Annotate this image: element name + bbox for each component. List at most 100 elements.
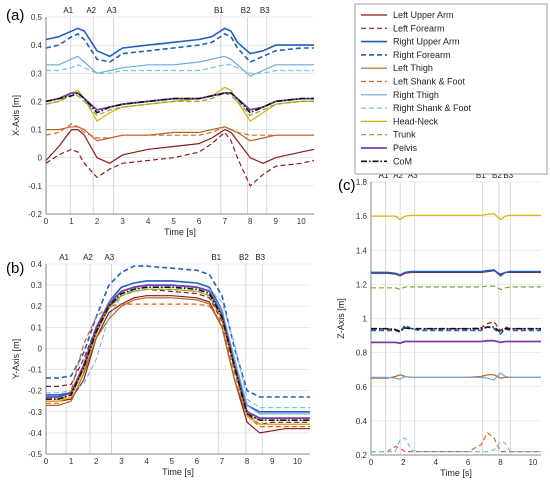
event-label: A3 <box>408 171 418 180</box>
event-label: A2 <box>83 253 93 262</box>
series-line-right-shank-foot <box>46 64 314 74</box>
y-tick-label: 1 <box>363 315 368 324</box>
legend-label: Right Thigh <box>393 90 439 100</box>
event-label: A3 <box>107 6 117 15</box>
series-line-pelvis <box>371 339 541 345</box>
y-tick-label: 1.4 <box>356 246 368 255</box>
series-line-trunk <box>371 285 541 291</box>
x-tick-label: 0 <box>44 217 49 226</box>
x-tick-label: 4 <box>144 457 149 466</box>
y-tick-label: 0.2 <box>31 97 43 106</box>
series-line-left-forearm <box>371 321 541 333</box>
legend-label: Right Upper Arm <box>393 37 460 47</box>
y-tick-label: 0.4 <box>31 41 43 50</box>
x-tick-label: 9 <box>270 457 275 466</box>
x-tick-label: 6 <box>466 458 471 467</box>
legend-label: Right Forearm <box>393 50 451 60</box>
y-tick-label: -0.2 <box>28 387 42 396</box>
legend-item: CoM <box>361 156 412 166</box>
event-label: B2 <box>239 253 249 262</box>
legend-label: Left Forearm <box>393 23 445 33</box>
series-line-com <box>371 326 541 333</box>
panel-label: (c) <box>338 177 356 194</box>
event-label: A2 <box>86 6 96 15</box>
event-label: B3 <box>255 253 265 262</box>
series-line-head-neck <box>45 86 314 122</box>
x-tick-label: 6 <box>197 217 202 226</box>
y-tick-label: -0.1 <box>28 366 42 375</box>
event-label: B3 <box>503 171 513 180</box>
series-line-right-forearm <box>46 265 310 398</box>
event-label: A3 <box>104 253 114 262</box>
y-tick-label: 0.4 <box>31 260 43 269</box>
x-tick-label: 1 <box>69 217 74 226</box>
series-line-pelvis <box>46 284 310 420</box>
x-tick-label: 3 <box>120 217 125 226</box>
y-axis-title: Y-Axis [m] <box>11 339 21 379</box>
y-axis-title: Z-Axis [m] <box>336 298 346 339</box>
x-tick-label: 7 <box>222 217 227 226</box>
series-line-com <box>46 286 310 422</box>
series-line-right-shank-foot <box>46 286 310 409</box>
x-tick-label: 2 <box>95 217 100 226</box>
series-line-right-upper-arm <box>45 27 314 58</box>
legend-item: Left Upper Arm <box>361 10 454 20</box>
legend-item: Pelvis <box>361 143 418 153</box>
event-label: A2 <box>393 171 403 180</box>
series-line-right-shank-foot <box>371 437 541 453</box>
series-line-right-thigh <box>46 55 314 77</box>
event-label: B3 <box>260 6 270 15</box>
legend-label: Left Shank & Foot <box>393 77 466 87</box>
series-line-left-shank-foot <box>46 303 310 428</box>
series-line-left-forearm <box>45 131 315 187</box>
event-label: B1 <box>211 253 221 262</box>
event-label: A1 <box>63 6 73 15</box>
x-tick-label: 8 <box>248 217 253 226</box>
y-tick-label: -0.1 <box>28 182 42 191</box>
panel-c: (c) A1 A2 A3 B1 B2 B3 0.2 0.4 0.6 0.8 1 1.2 1.4 1.6 1.8… <box>336 171 541 478</box>
y-tick-label: 0.2 <box>31 302 43 311</box>
x-tick-label: 5 <box>171 217 176 226</box>
event-label: A1 <box>59 253 69 262</box>
x-tick-label: 2 <box>94 457 99 466</box>
event-label: B2 <box>241 6 251 15</box>
x-axis-title: Time [s] <box>162 467 194 477</box>
y-tick-label: 1.8 <box>356 178 368 187</box>
y-tick-label: 0.1 <box>31 323 43 332</box>
x-tick-label: 8 <box>245 457 250 466</box>
x-tick-label: 9 <box>273 217 278 226</box>
event-label: B2 <box>492 171 502 180</box>
series-line-head-neck <box>371 213 541 221</box>
legend-item: Left Forearm <box>361 23 445 33</box>
y-tick-label: 0 <box>38 154 43 163</box>
legend-label: Left Thigh <box>393 63 433 73</box>
x-tick-label: 0 <box>44 457 49 466</box>
x-tick-label: 10 <box>293 457 302 466</box>
y-tick-label: 0 <box>38 344 43 353</box>
y-tick-label: 0.6 <box>356 383 368 392</box>
y-tick-label: 0.4 <box>356 417 368 426</box>
legend-item: Trunk <box>361 130 416 140</box>
legend-item: Right Shank & Foot <box>361 103 472 113</box>
legend-item: Left Thigh <box>361 63 433 73</box>
series-line-left-upper-arm <box>45 129 315 164</box>
y-tick-label: 1.2 <box>356 280 368 289</box>
series-line-right-upper-arm <box>371 269 541 277</box>
legend-item: Head-Neck <box>361 116 439 126</box>
legend-label: Pelvis <box>393 143 418 153</box>
y-tick-label: 0.8 <box>356 349 368 358</box>
x-tick-label: 7 <box>220 457 225 466</box>
y-axis-title: X-Axis [m] <box>11 95 21 136</box>
panel-label: (a) <box>6 7 24 24</box>
legend-label: CoM <box>393 156 412 166</box>
legend-box <box>354 3 548 175</box>
x-axis-title: Time [s] <box>440 468 472 478</box>
series-line-right-thigh <box>371 372 541 381</box>
x-axis-title: Time [s] <box>164 227 196 237</box>
series-line-right-forearm <box>45 33 314 63</box>
legend-label: Left Upper Arm <box>393 10 454 20</box>
y-tick-label: -0.4 <box>28 429 42 438</box>
y-tick-label: 1.6 <box>356 212 368 221</box>
legend-item: Right Thigh <box>361 90 439 100</box>
